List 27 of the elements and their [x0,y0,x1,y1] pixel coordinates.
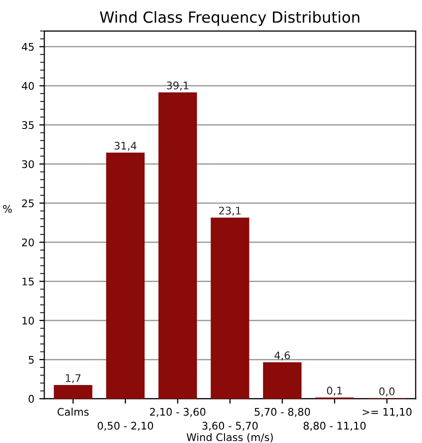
y-tick-label: 10 [22,316,34,325]
x-tick-label: 2,10 - 3,60 [150,408,206,417]
y-tick-label: 30 [22,160,34,168]
data-label: 31,4 [114,142,136,151]
x-tick-label: Calms [58,408,89,416]
data-label: 23,1 [219,206,241,216]
x-tick-label: 5,70 - 8,80 [254,408,310,417]
y-tick-label: 0 [28,394,34,403]
x-tick-label: 8,80 - 11,10 [304,422,366,431]
x-tick-label: 3,60 - 5,70 [202,422,258,431]
data-label: 0,1 [327,386,342,396]
y-tick-label: 5 [28,356,34,364]
x-tick-label: 0,50 - 2,10 [98,422,154,431]
y-tick-label: 35 [22,121,34,129]
data-label: 1,7 [66,374,80,384]
y-tick-label: 25 [22,199,34,208]
y-tick-label: 20 [22,238,34,246]
data-label: 4,6 [274,351,290,360]
y-tick-label: 40 [22,82,34,90]
y-tick-label: 15 [22,278,34,286]
y-tick-label: 45 [22,43,34,51]
x-axis-title: Wind Class (m/s) [186,433,273,442]
y-axis-title: % [3,204,12,213]
data-label: 0,0 [379,387,394,396]
data-label: 39,1 [166,82,188,90]
x-tick-label: >= 11,10 [362,408,412,417]
chart-title: Wind Class Frequency Distribution [100,11,360,26]
